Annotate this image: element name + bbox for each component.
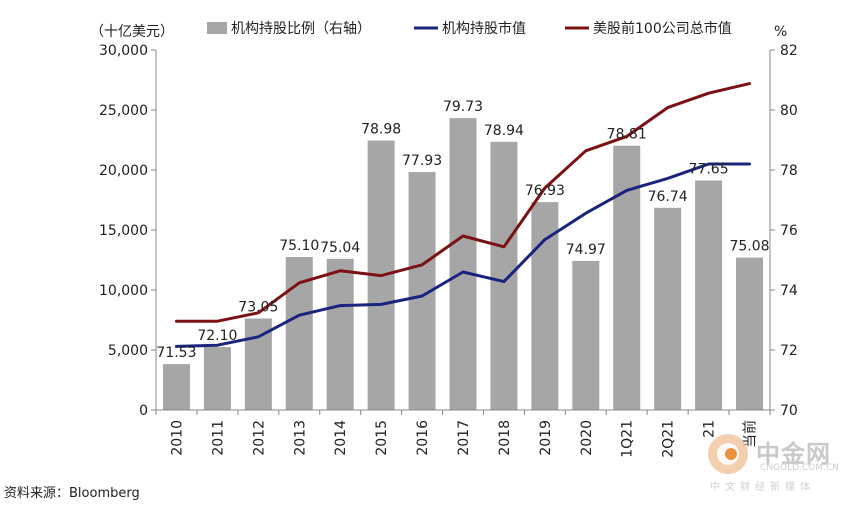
x-tick-label: 2012 bbox=[251, 420, 267, 456]
x-tick-label: 2013 bbox=[292, 420, 308, 456]
right-tick-label: 82 bbox=[780, 43, 798, 59]
legend-label: 机构持股比例（右轴） bbox=[231, 21, 371, 37]
watermark-en: CNGOLD.COM.CN bbox=[760, 463, 839, 473]
left-tick-label: 15,000 bbox=[99, 223, 148, 239]
data-label: 79.73 bbox=[443, 99, 483, 115]
bar bbox=[326, 258, 354, 410]
lines-group bbox=[174, 82, 752, 348]
data-label: 76.74 bbox=[648, 189, 688, 205]
axes-group: 0 5,000 10,000 15,000 20,000 25,000 30,000 70 72… bbox=[99, 43, 798, 458]
left-tick-label: 20,000 bbox=[99, 163, 148, 179]
x-tick-label: 2016 bbox=[415, 420, 431, 456]
x-tick-label: 2Q21 bbox=[661, 420, 677, 458]
right-tick-label: 78 bbox=[780, 163, 798, 179]
data-label: 77.93 bbox=[402, 153, 442, 169]
bar bbox=[695, 180, 723, 410]
x-tick-label: 2020 bbox=[579, 420, 595, 456]
data-label: 78.81 bbox=[607, 127, 647, 143]
left-tick-label: 0 bbox=[139, 403, 148, 419]
bar bbox=[531, 202, 559, 410]
right-tick-label: 72 bbox=[780, 343, 798, 359]
legend: 机构持股比例（右轴） 机构持股市值 美股前100公司总市值 bbox=[207, 20, 732, 37]
watermark-main: 中金网 bbox=[756, 440, 831, 468]
bar bbox=[203, 347, 231, 410]
x-tick-label: 2011 bbox=[210, 420, 226, 456]
left-axis-unit: （十亿美元） bbox=[90, 24, 174, 40]
x-tick-label: 当前 bbox=[742, 420, 759, 448]
bar bbox=[736, 257, 764, 410]
left-tick-label: 25,000 bbox=[99, 103, 148, 119]
bar bbox=[613, 145, 641, 410]
right-axis-unit: % bbox=[774, 24, 787, 40]
data-label: 78.94 bbox=[484, 123, 524, 139]
right-tick-label: 76 bbox=[780, 223, 798, 239]
x-tick-label: 2014 bbox=[333, 420, 349, 456]
right-tick-label: 74 bbox=[780, 283, 798, 299]
right-tick-label: 70 bbox=[780, 403, 798, 419]
left-tick-label: 10,000 bbox=[99, 283, 148, 299]
legend-label: 美股前100公司总市值 bbox=[593, 20, 732, 37]
data-label: 77.65 bbox=[689, 162, 729, 178]
x-tick-label: 2010 bbox=[169, 420, 185, 456]
x-tick-label: 2019 bbox=[538, 420, 554, 456]
bar bbox=[244, 318, 272, 410]
source-note: 资料来源：Bloomberg bbox=[4, 486, 140, 501]
data-label: 78.98 bbox=[361, 122, 401, 138]
legend-swatch-bar bbox=[207, 22, 227, 34]
data-label: 76.93 bbox=[525, 183, 565, 199]
series-line-1 bbox=[174, 162, 752, 348]
bar bbox=[162, 364, 190, 410]
data-label: 75.08 bbox=[729, 239, 769, 255]
watermark-tagline: 中文财经新媒体 bbox=[710, 482, 815, 493]
watermark-logo-icon bbox=[708, 434, 748, 474]
series-line-2 bbox=[174, 82, 752, 323]
data-label: 73.05 bbox=[238, 300, 278, 316]
x-tick-label: 2015 bbox=[374, 420, 390, 456]
data-label: 75.04 bbox=[320, 240, 360, 256]
bar bbox=[449, 118, 477, 410]
right-tick-label: 80 bbox=[780, 103, 798, 119]
x-tick-label: 2018 bbox=[497, 420, 513, 456]
x-tick-label: 21 bbox=[702, 420, 718, 438]
bar bbox=[654, 207, 682, 410]
legend-label: 机构持股市值 bbox=[442, 20, 526, 37]
watermark: 中金网 CNGOLD.COM.CN 中文财经新媒体 bbox=[706, 430, 856, 494]
x-tick-label: 1Q21 bbox=[620, 420, 636, 458]
data-label: 71.53 bbox=[156, 345, 196, 361]
data-label: 72.10 bbox=[197, 328, 237, 344]
data-label: 75.10 bbox=[279, 238, 319, 254]
bar bbox=[490, 141, 518, 411]
left-tick-label: 30,000 bbox=[99, 43, 148, 59]
left-tick-label: 5,000 bbox=[108, 343, 148, 359]
x-tick-label: 2017 bbox=[456, 420, 472, 456]
bar bbox=[572, 260, 600, 410]
data-label: 74.97 bbox=[566, 242, 606, 258]
bars-group bbox=[162, 118, 764, 411]
